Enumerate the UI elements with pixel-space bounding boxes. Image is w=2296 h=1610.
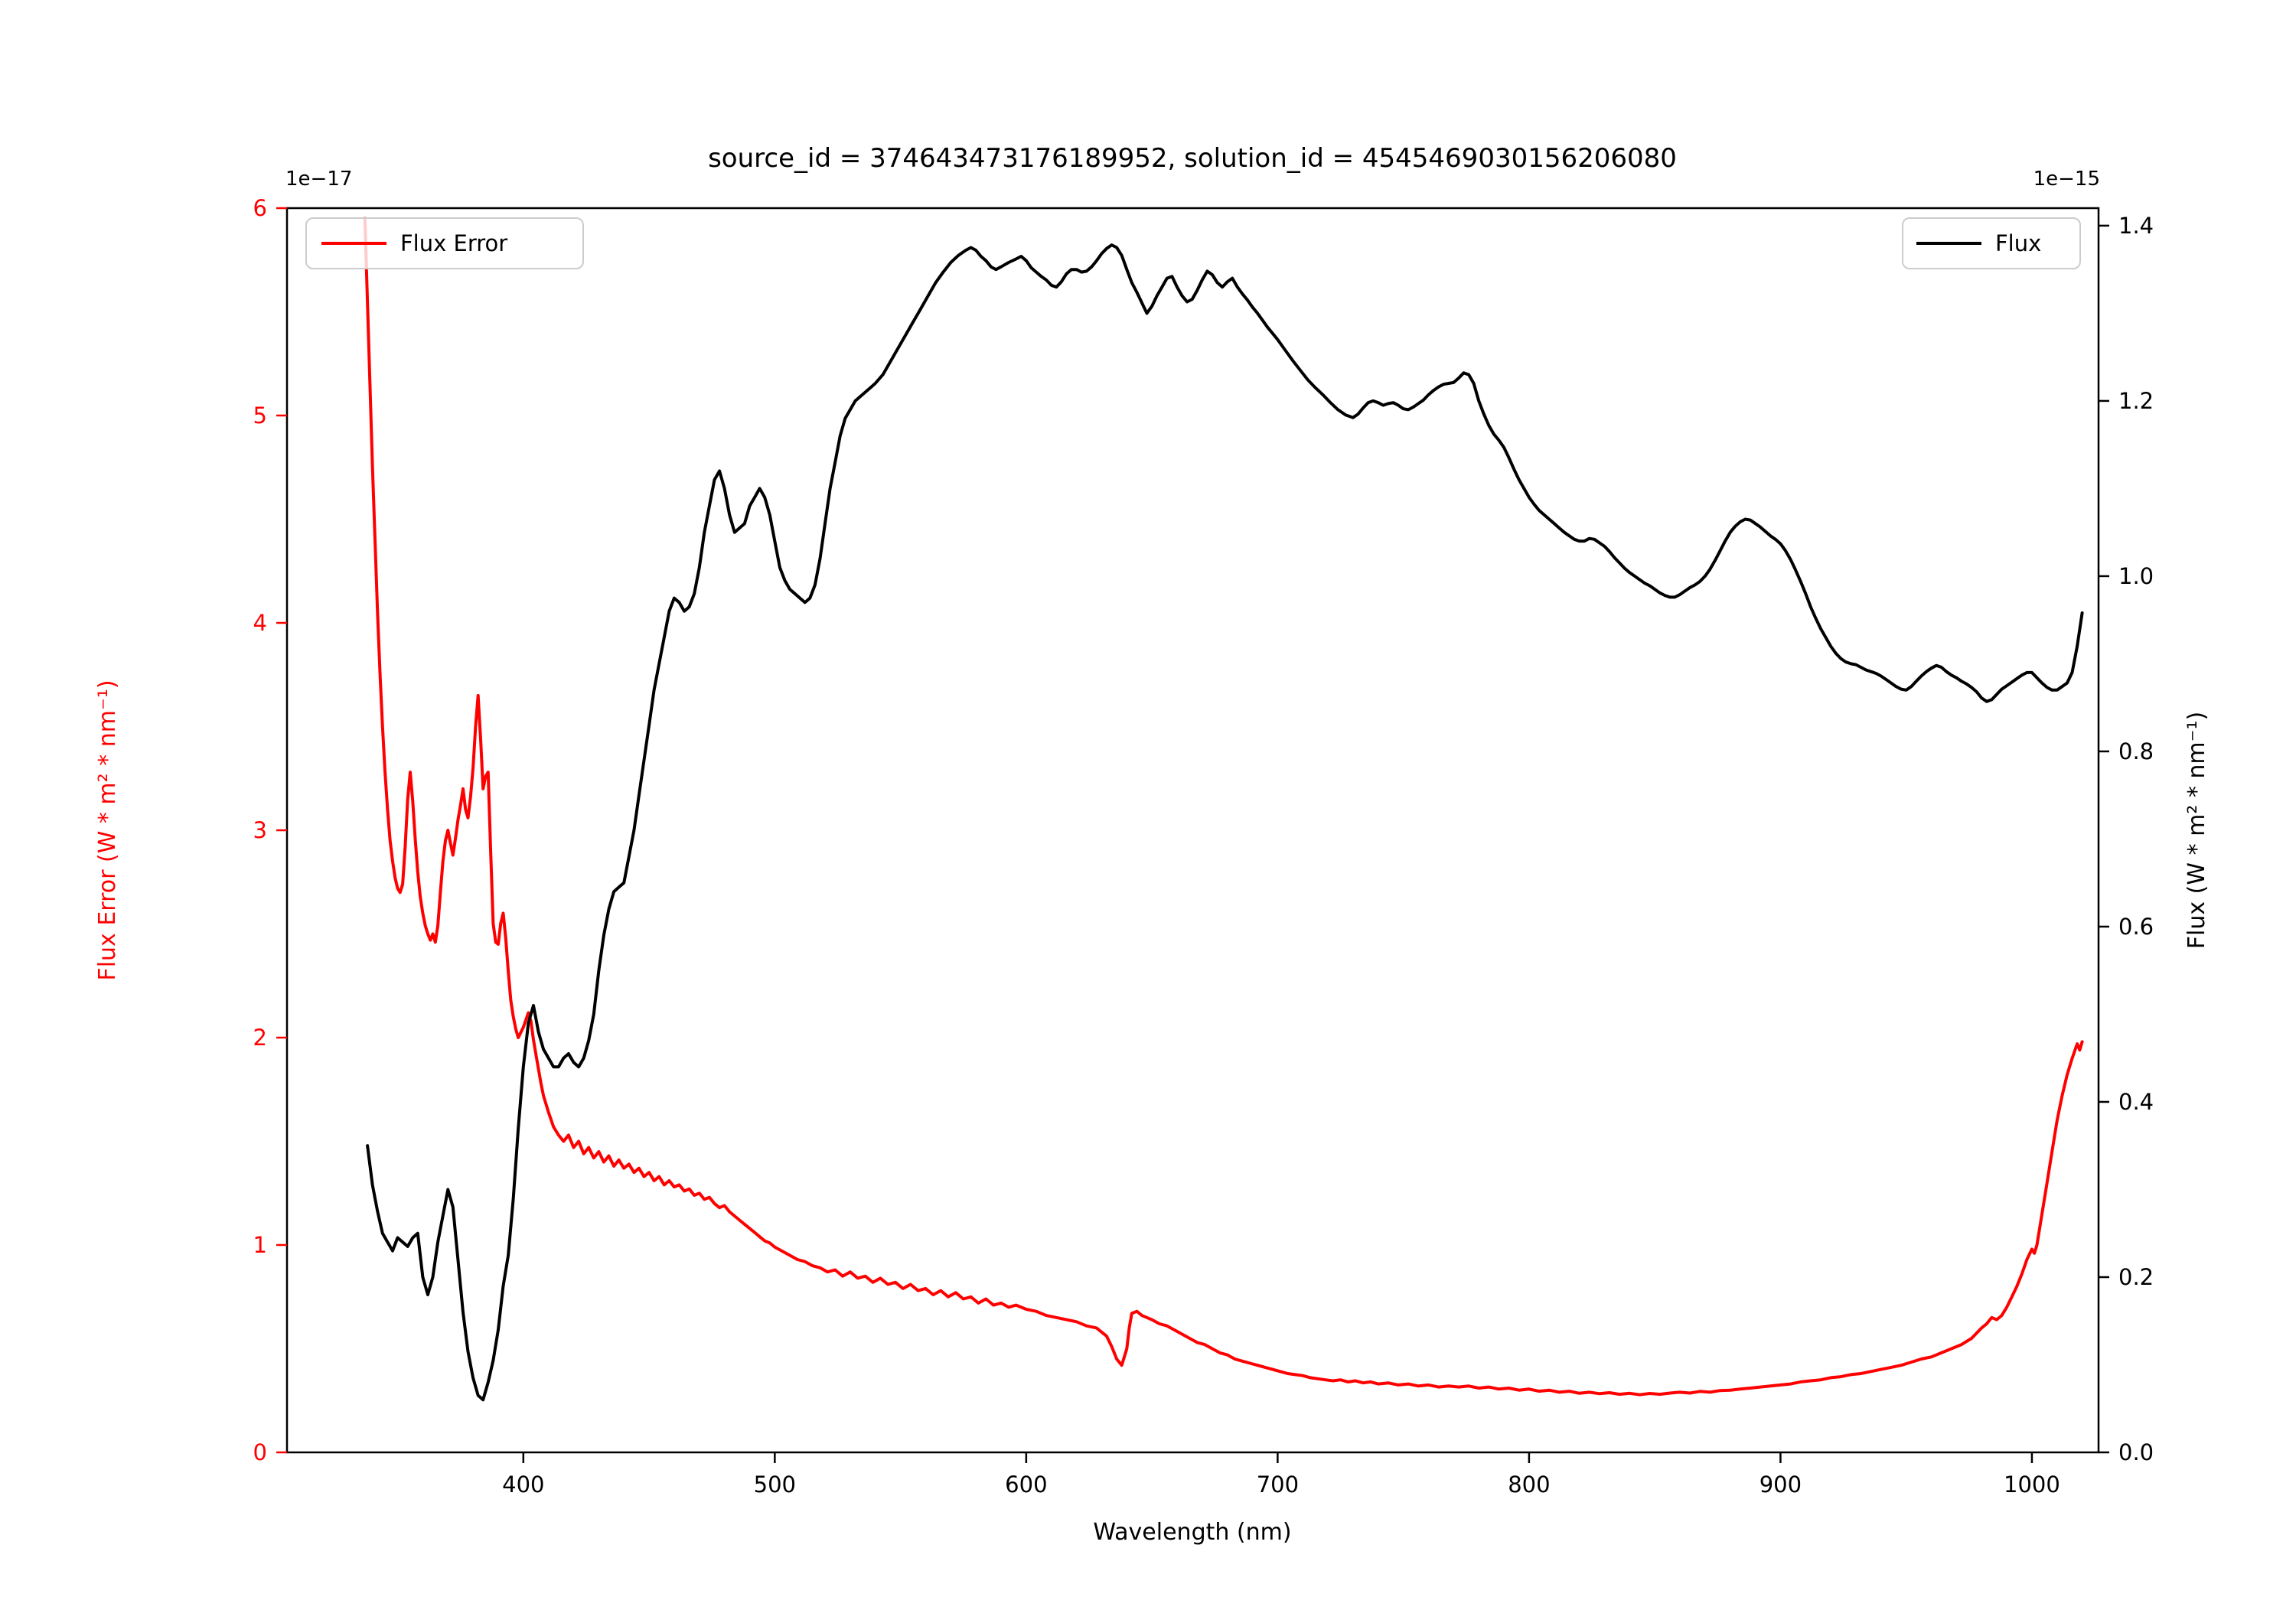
flux-error-legend-label: Flux Error xyxy=(400,230,507,256)
flux-error-line xyxy=(363,217,2084,1397)
left-y-tick-label: 5 xyxy=(253,402,267,429)
right-y-tick-label: 1.4 xyxy=(2118,213,2154,239)
right-y-tick-label: 0.8 xyxy=(2118,738,2154,764)
right-y-tick-label: 1.0 xyxy=(2118,563,2154,589)
left-y-tick-label: 1 xyxy=(253,1232,267,1258)
right-y-tick-label: 0.6 xyxy=(2118,914,2154,940)
right-y-axis-label: Flux (W * m² * nm⁻¹) xyxy=(2183,712,2210,949)
right-axis-multiplier: 1e−15 xyxy=(2033,168,2100,191)
x-tick-label: 900 xyxy=(1760,1471,1802,1498)
ticks-layer: 400 500 600 700 800 900 1000 0 1 2 3 4 5 6 0.0 0.2 0.4 0.… xyxy=(253,195,2154,1498)
legend-flux-error: Flux Error xyxy=(305,217,584,269)
right-y-tick-label: 0.2 xyxy=(2118,1264,2154,1290)
series-layer xyxy=(363,217,2084,1402)
left-y-tick-label: 3 xyxy=(253,817,267,843)
left-axis-multiplier: 1e−17 xyxy=(285,168,352,191)
x-tick-label: 700 xyxy=(1257,1471,1299,1498)
axes-background xyxy=(287,208,2099,1452)
right-y-tick-label: 1.2 xyxy=(2118,388,2154,414)
left-y-tick-label: 6 xyxy=(253,195,267,221)
flux-line xyxy=(366,243,2084,1402)
legend-box xyxy=(1902,217,2081,269)
left-y-tick-label: 4 xyxy=(253,610,267,636)
left-y-tick-label: 0 xyxy=(253,1439,267,1465)
x-tick-label: 800 xyxy=(1508,1471,1550,1498)
x-tick-label: 400 xyxy=(502,1471,544,1498)
chart-title: source_id = 374643473176189952, solution… xyxy=(708,143,1677,174)
x-axis-label: Wavelength (nm) xyxy=(1093,1519,1291,1546)
left-y-axis-label: Flux Error (W * m² * nm⁻¹) xyxy=(94,680,121,980)
right-y-tick-label: 0.0 xyxy=(2118,1439,2154,1465)
legend-flux: Flux xyxy=(1902,217,2081,269)
right-y-tick-label: 0.4 xyxy=(2118,1089,2154,1115)
legend-box xyxy=(305,217,584,269)
x-tick-label: 600 xyxy=(1005,1471,1047,1498)
flux-legend-label: Flux xyxy=(1995,230,2041,256)
x-tick-label: 500 xyxy=(754,1471,796,1498)
left-y-tick-label: 2 xyxy=(253,1025,267,1051)
x-tick-label: 1000 xyxy=(2004,1471,2060,1498)
